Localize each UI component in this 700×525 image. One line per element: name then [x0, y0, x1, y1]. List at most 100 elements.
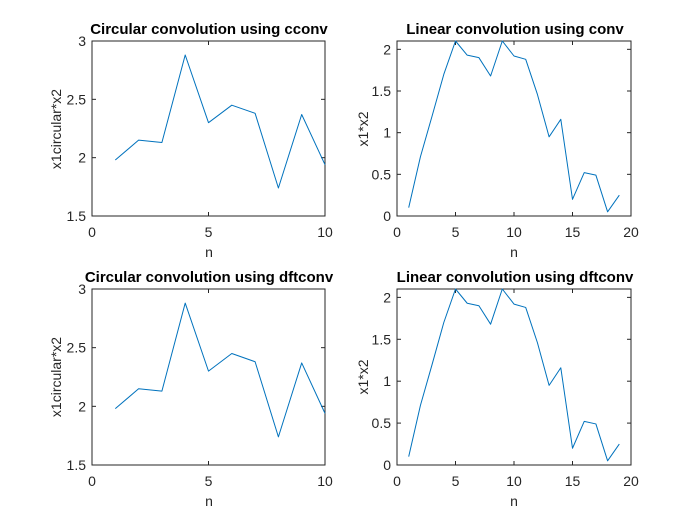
subplot-1-series-line	[114, 54, 326, 189]
subplot-4-data-point-2	[431, 363, 434, 366]
subplot-2-xtick-label: 5	[452, 224, 460, 240]
subplot-4-title: Linear convolution using dftconv	[397, 269, 634, 286]
subplot-4-data-point-10	[524, 306, 527, 309]
subplot-3-xlabel: n	[205, 493, 213, 509]
subplot-2-data-point-6	[477, 56, 480, 59]
subplot-4-ytick-label: 0	[383, 457, 391, 473]
subplot-4-marks: 0 5 10 15 20 0 0.5 1 1.5 2	[372, 288, 639, 489]
subplot-3-marks: 0 5 10 1.5 2 2.5 3	[67, 281, 333, 489]
subplot-1-data-point-8	[300, 113, 303, 116]
subplot-4-xlabel: n	[510, 493, 518, 509]
subplot-3-xtick-label: 10	[317, 473, 333, 489]
subplot-4-data-point-17	[606, 459, 609, 462]
subplot-3-data-point-4	[207, 370, 210, 373]
subplot-4-data-point-8	[501, 288, 504, 291]
subplot-4-data-point-18	[618, 443, 621, 446]
subplot-4-series-line	[408, 288, 620, 462]
subplot-3-ylabel: x1circular*x2	[48, 337, 64, 417]
subplot-4: Linear convolution using dftconv 0 5 10 15 2…	[355, 269, 639, 509]
subplot-3-ytick-label: 2	[78, 398, 86, 414]
subplot-3-data-point-6	[254, 360, 257, 363]
subplot-4-axes	[396, 288, 632, 466]
subplot-1-ytick-label: 3	[78, 33, 86, 49]
subplot-2-data-point-15	[583, 171, 586, 174]
subplot-1-data-point-3	[184, 54, 187, 57]
subplot-2-data-point-14	[571, 198, 574, 201]
subplot-2-data-point-18	[618, 194, 621, 197]
subplot-2-series-line	[408, 40, 620, 213]
subplot-1-data-point-1	[137, 139, 140, 142]
subplot-2-ytick-label: 0	[383, 208, 391, 224]
subplot-1-xtick-label: 5	[205, 224, 213, 240]
subplot-1-marks: 0 5 10 1.5 2 2.5 3	[67, 33, 333, 240]
subplot-4-data-point-4	[454, 288, 457, 291]
subplot-1-axes	[91, 40, 326, 217]
subplot-1-data-point-6	[254, 112, 257, 115]
subplot-1-data-point-0	[114, 159, 117, 162]
subplot-3: Circular convolution using dftconv 0 5 10 1…	[48, 269, 334, 509]
subplot-4-data-point-9	[513, 303, 516, 306]
subplot-4-ytick-label: 0.5	[372, 415, 392, 431]
subplot-2-data-point-7	[489, 75, 492, 78]
subplot-2-data-point-10	[524, 58, 527, 61]
subplot-2-title: Linear convolution using conv	[406, 21, 624, 38]
subplot-1-data-point-4	[207, 121, 210, 124]
subplot-2-data-point-4	[454, 40, 457, 43]
subplot-2-data-point-1	[419, 155, 422, 158]
subplot-3-xtick-label: 5	[205, 473, 213, 489]
subplot-1-xlabel: n	[205, 244, 213, 260]
subplot-4-data-point-5	[466, 302, 469, 305]
subplot-3-ytick-label: 3	[78, 281, 86, 297]
subplot-4-data-point-1	[419, 404, 422, 407]
subplot-2-data-point-0	[407, 206, 410, 209]
subplot-2-xtick-label: 0	[393, 224, 401, 240]
subplot-2-xtick-label: 10	[506, 224, 522, 240]
subplot-1-xtick-label: 10	[317, 224, 333, 240]
subplot-3-title: Circular convolution using dftconv	[85, 269, 334, 286]
subplot-2-xtick-label: 15	[565, 224, 581, 240]
subplot-2-data-point-13	[559, 118, 562, 121]
subplot-2-data-point-16	[594, 174, 597, 177]
subplot-3-data-point-5	[230, 352, 233, 355]
subplot-3-data-point-9	[324, 412, 327, 415]
subplot-4-data-point-6	[477, 304, 480, 307]
subplot-4-data-point-0	[407, 455, 410, 458]
subplot-4-xtick-label: 10	[506, 473, 522, 489]
subplot-2-xtick-label: 20	[623, 224, 639, 240]
subplot-2-data-point-12	[548, 135, 551, 138]
subplot-2-ytick-label: 1.5	[372, 83, 392, 99]
subplot-4-data-point-11	[536, 341, 539, 344]
subplot-3-data-point-1	[137, 387, 140, 390]
subplot-2-data-point-8	[501, 40, 504, 43]
subplot-1-data-point-9	[324, 163, 327, 166]
subplot-1-ytick-label: 1.5	[67, 208, 87, 224]
subplot-4-xtick-label: 0	[393, 473, 401, 489]
subplot-2-data-point-5	[466, 54, 469, 57]
subplot-1-data-point-2	[160, 141, 163, 144]
subplot-3-data-point-2	[160, 390, 163, 393]
subplot-3-data-point-7	[277, 435, 280, 438]
subplot-4-data-point-14	[571, 447, 574, 450]
subplot-3-series-line	[114, 302, 326, 438]
subplot-2-ylabel: x1*x2	[355, 111, 371, 146]
subplot-3-axes	[91, 288, 326, 466]
subplot-4-ylabel: x1*x2	[355, 359, 371, 394]
subplot-4-data-point-16	[594, 422, 597, 425]
subplot-3-xtick-label: 0	[88, 473, 96, 489]
subplot-4-data-point-15	[583, 420, 586, 423]
subplot-1-ytick-label: 2.5	[67, 91, 87, 107]
subplot-2-xlabel: n	[510, 244, 518, 260]
subplot-3-data-point-8	[300, 361, 303, 364]
subplot-2: Linear convolution using conv 0 5 10 15 2000…	[355, 21, 639, 260]
subplot-4-data-point-3	[442, 321, 445, 324]
subplot-2-ytick-label: 2	[383, 41, 391, 57]
subplot-4-xtick-label: 15	[565, 473, 581, 489]
subplot-2-data-point-3	[442, 73, 445, 76]
subplot-2-data-point-11	[536, 93, 539, 96]
subplot-4-ytick-label: 2	[383, 289, 391, 305]
subplot-4-data-point-12	[548, 384, 551, 387]
subplot-1-title: Circular convolution using cconv	[90, 21, 328, 38]
subplot-2-axes	[396, 40, 632, 217]
subplot-1-data-point-7	[277, 187, 280, 190]
subplot-1-xtick-label: 0	[88, 224, 96, 240]
